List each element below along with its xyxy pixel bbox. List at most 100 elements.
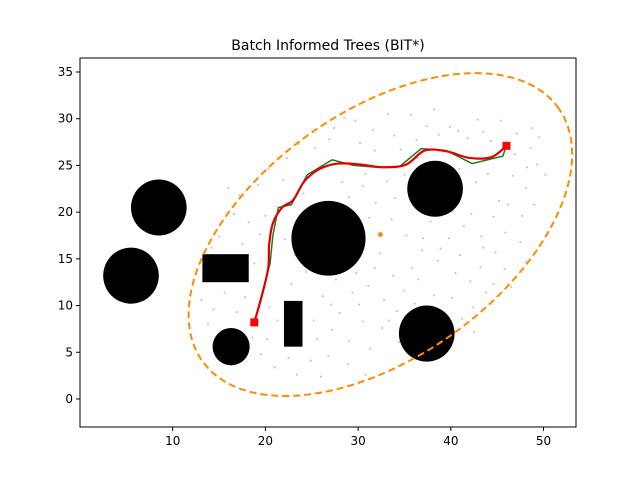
sample-point (462, 225, 465, 228)
sample-point (358, 141, 362, 145)
plot-area (103, 72, 574, 397)
sample-point (425, 125, 428, 128)
sample-point (385, 180, 388, 183)
sample-point (206, 323, 210, 326)
obstacle-circle (103, 247, 159, 304)
x-tick-label: 40 (443, 434, 458, 448)
sample-point (386, 112, 389, 116)
sample-point (524, 186, 528, 189)
sample-point (399, 148, 402, 151)
sample-point (469, 280, 472, 283)
sample-point (492, 215, 495, 218)
sample-point (448, 126, 452, 129)
sample-point (533, 203, 536, 206)
obstacle-circle (407, 160, 463, 217)
sample-point (264, 214, 267, 217)
sample-point (341, 181, 344, 184)
axes-ticks: 10 20 30 40 50 0 5 10 15 20 25 30 35 (58, 65, 551, 448)
obstacle-rectangle (202, 254, 249, 283)
sample-point (480, 235, 483, 238)
x-tick-label: 10 (165, 434, 180, 448)
sample-point (437, 133, 440, 136)
sample-point (457, 129, 460, 132)
sample-point (392, 274, 395, 277)
sample-point (285, 156, 288, 160)
y-tick-label: 15 (58, 252, 73, 266)
x-tick-label: 30 (350, 434, 365, 448)
sample-point (394, 197, 397, 200)
ellipse-center-point (377, 232, 383, 237)
sample-point (482, 130, 485, 133)
sample-point (531, 126, 534, 130)
sample-point (421, 249, 424, 252)
sample-point (227, 186, 230, 189)
obstacle-circle (130, 179, 187, 236)
y-tick-label: 0 (65, 392, 73, 406)
start-marker (250, 318, 259, 327)
sample-point (519, 240, 522, 244)
sample-point (429, 220, 432, 223)
sample-point (361, 184, 364, 188)
y-tick-label: 10 (58, 299, 73, 313)
sample-point (459, 254, 462, 257)
sample-point (283, 238, 286, 241)
y-tick-label: 30 (58, 112, 73, 126)
sample-point (373, 149, 376, 152)
sample-point (537, 136, 541, 139)
sample-point (256, 183, 260, 187)
sample-point (503, 268, 506, 271)
sample-point (409, 113, 413, 117)
sample-point (347, 196, 350, 199)
sample-point (253, 262, 256, 265)
sample-point (251, 336, 254, 339)
sample-point (433, 108, 436, 111)
y-tick-label: 25 (58, 158, 73, 172)
sample-point (328, 138, 331, 141)
sample-point (338, 311, 341, 315)
sample-point (267, 168, 270, 171)
sample-point (347, 339, 350, 343)
sample-point (397, 340, 401, 344)
sample-point (357, 303, 361, 306)
sample-point (309, 359, 312, 362)
sample-point (521, 214, 524, 217)
sample-point (367, 284, 370, 288)
sample-point (513, 153, 516, 156)
sample-point (247, 221, 250, 224)
sample-point (290, 282, 293, 286)
sample-point (499, 119, 503, 122)
sample-point (447, 237, 451, 240)
sample-point (319, 375, 323, 378)
chart-title: Batch Informed Trees (BIT*) (231, 38, 424, 54)
sample-point (466, 137, 469, 140)
sample-point (484, 291, 488, 294)
sample-point (494, 251, 497, 254)
goal-marker (502, 141, 511, 150)
sample-point (510, 285, 513, 288)
y-tick-label: 20 (58, 205, 73, 219)
sample-point (235, 310, 238, 314)
sample-point (379, 252, 382, 255)
sample-point (312, 319, 315, 322)
sample-point (268, 306, 271, 309)
sample-point (273, 366, 276, 369)
sample-point (321, 295, 325, 298)
sample-point (281, 179, 285, 182)
informed-ellipse (187, 72, 574, 397)
sample-point (504, 231, 507, 234)
sample-point (524, 260, 528, 263)
sample-point (200, 298, 203, 302)
sample-point (413, 302, 416, 305)
obstacle-rectangle (283, 300, 303, 347)
sample-point (217, 235, 221, 238)
sample-point (515, 132, 518, 135)
sample-point (472, 330, 476, 333)
sample-point (436, 259, 439, 262)
sample-point (415, 139, 418, 142)
sample-point (486, 172, 490, 175)
tree-path-line (253, 145, 508, 323)
sample-point (417, 278, 420, 281)
sample-point (354, 119, 357, 122)
sample-point (529, 146, 532, 149)
